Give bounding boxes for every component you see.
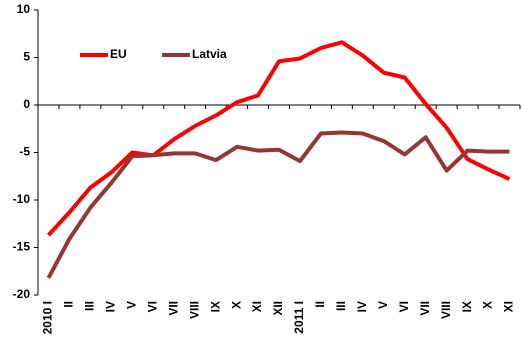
x-tick-label: III xyxy=(334,301,348,311)
series-line xyxy=(46,130,510,279)
y-tick-label: -5 xyxy=(19,145,30,159)
x-tick-label: II xyxy=(313,301,327,308)
x-tick-label: XII xyxy=(271,301,285,316)
x-tick-label: XI xyxy=(502,301,516,312)
x-tick-label: VIII xyxy=(187,301,201,319)
y-tick-label: 10 xyxy=(17,2,31,16)
x-tick-label: III xyxy=(83,301,97,311)
y-tick-label: -10 xyxy=(13,192,31,206)
x-tick-label: VII xyxy=(418,301,432,316)
x-tick-label: VIII xyxy=(439,301,453,319)
y-tick-label: -15 xyxy=(13,240,31,254)
legend-label: EU xyxy=(110,47,127,61)
x-tick-label: 2010 I xyxy=(41,301,55,334)
x-tick-label: IV xyxy=(355,301,369,312)
x-tick-label: VI xyxy=(397,301,411,312)
x-tick-label: VI xyxy=(145,301,159,312)
series-line xyxy=(47,40,511,237)
x-tick-label: 2011 I xyxy=(292,301,306,334)
x-tick-label: X xyxy=(481,301,495,309)
y-tick-label: 5 xyxy=(23,50,30,64)
x-tick-label: II xyxy=(62,301,76,308)
x-tick-label: XI xyxy=(250,301,264,312)
y-tick-label: 0 xyxy=(23,97,30,111)
y-tick-label: -20 xyxy=(13,287,31,301)
x-tick-label: V xyxy=(376,301,390,309)
x-tick-label: IV xyxy=(104,301,118,312)
x-tick-label: X xyxy=(229,301,243,309)
x-tick-label: IX xyxy=(460,301,474,312)
x-tick-label: VII xyxy=(166,301,180,316)
x-tick-label: IX xyxy=(208,301,222,312)
legend-label: Latvia xyxy=(192,47,227,61)
x-tick-label: V xyxy=(124,301,138,309)
